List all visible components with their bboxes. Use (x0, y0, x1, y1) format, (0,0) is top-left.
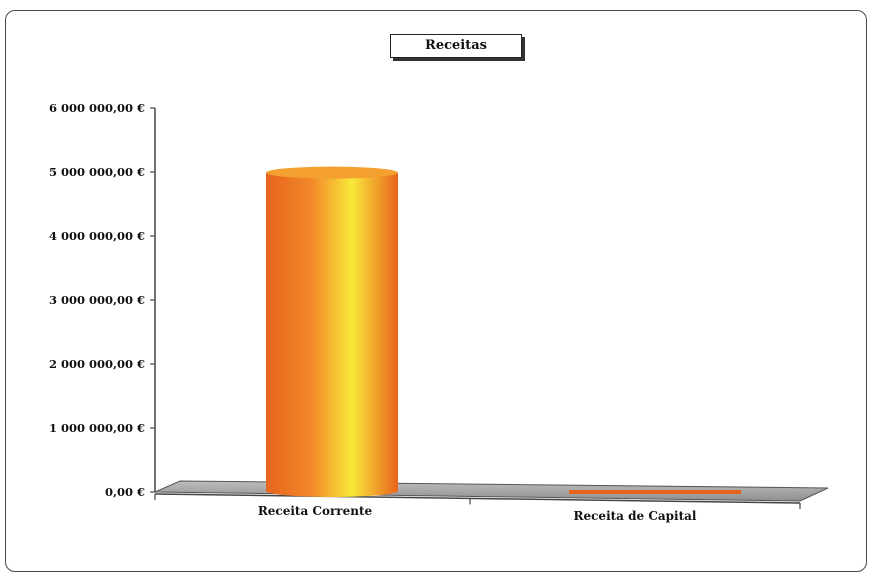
bar-body (266, 172, 398, 497)
y-tick-label: 5 000 000,00 € (49, 165, 145, 179)
bar (569, 490, 741, 494)
y-tick-label: 6 000 000,00 € (49, 101, 145, 115)
chart-frame (5, 10, 867, 572)
y-tick-label: 2 000 000,00 € (49, 357, 145, 371)
chart-title: Receitas (390, 34, 522, 58)
x-axis-line (154, 493, 801, 504)
bar (266, 166, 398, 497)
x-category-label: Receita Corrente (258, 504, 373, 518)
y-tick-label: 4 000 000,00 € (49, 229, 145, 243)
y-tick-label: 1 000 000,00 € (49, 421, 145, 435)
y-tick-label: 3 000 000,00 € (49, 293, 145, 307)
x-category-label: Receita de Capital (574, 509, 697, 523)
bar-top (266, 166, 398, 179)
y-tick-label: 0,00 € (105, 485, 145, 499)
